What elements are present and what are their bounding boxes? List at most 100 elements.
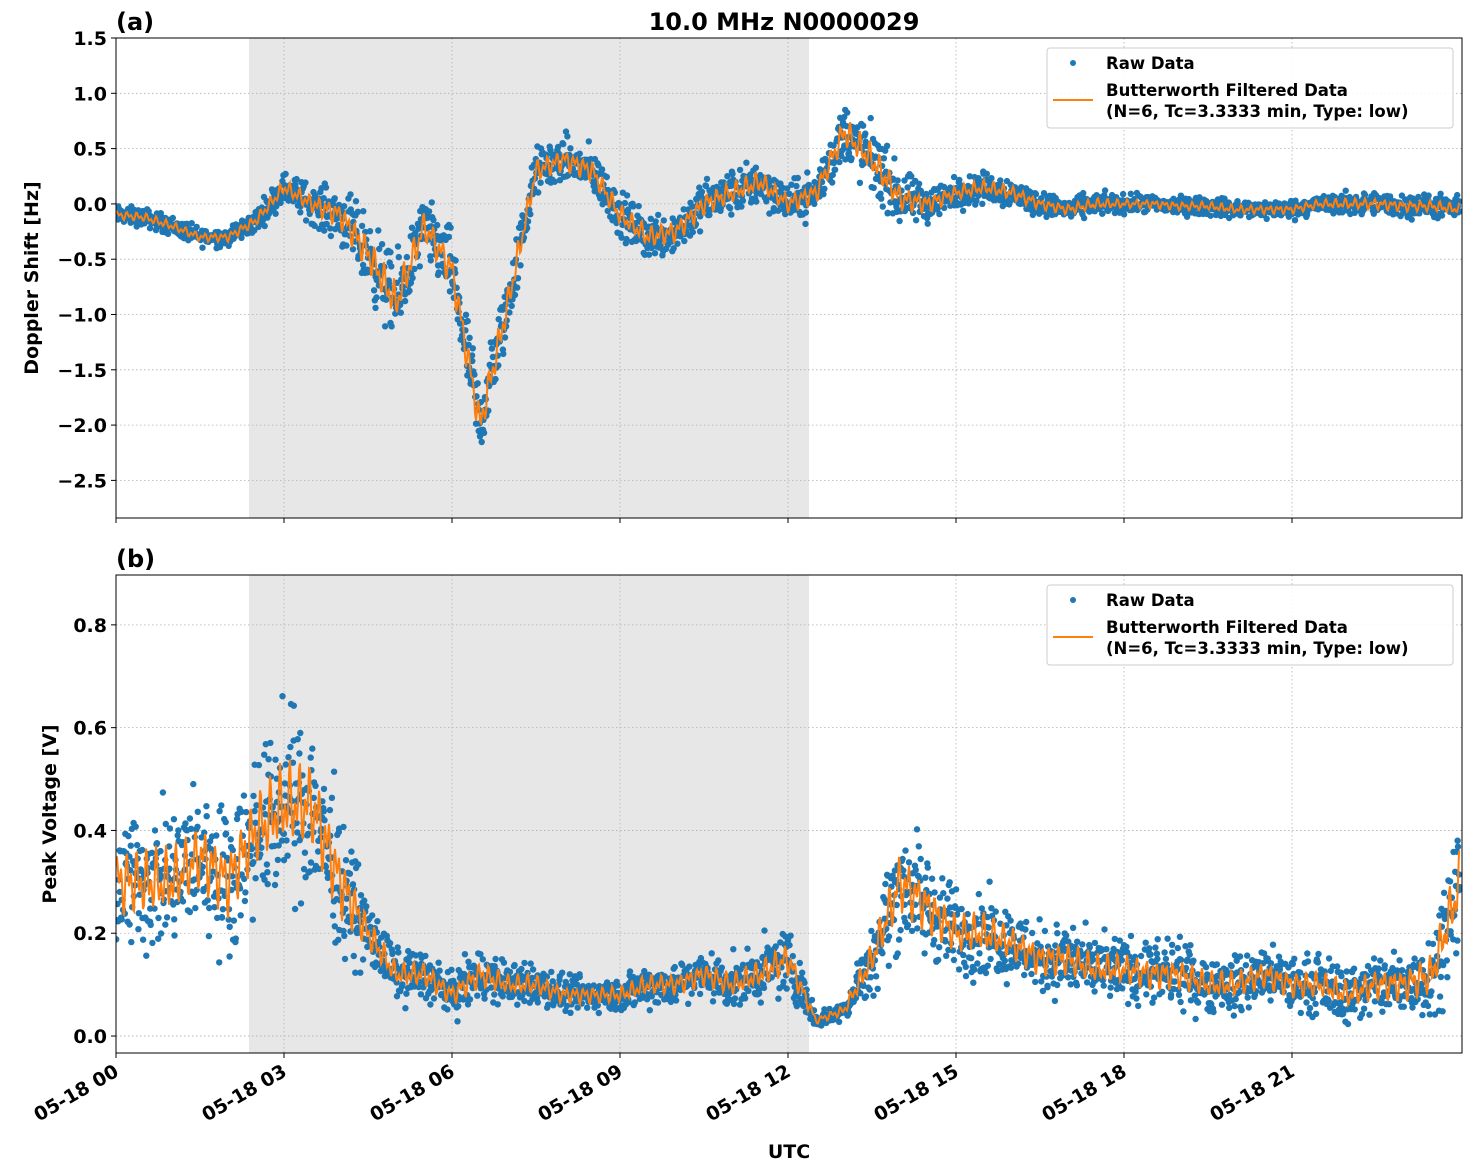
raw-data-point [455, 1003, 462, 1010]
raw-data-point [802, 209, 810, 216]
raw-data-point [859, 122, 867, 129]
raw-data-point [188, 220, 195, 227]
raw-data-point [936, 944, 943, 951]
raw-data-point [689, 228, 696, 236]
raw-data-point [272, 870, 280, 878]
raw-data-point [292, 181, 299, 188]
raw-data-point [757, 999, 764, 1006]
raw-data-point [1143, 991, 1150, 998]
raw-data-point [465, 958, 472, 965]
raw-data-point [739, 197, 747, 204]
raw-data-point [1231, 1002, 1238, 1010]
raw-data-point [736, 1001, 744, 1008]
raw-data-point [401, 297, 409, 305]
raw-data-point [686, 963, 693, 970]
raw-data-point [1119, 190, 1127, 198]
x-axis-label: UTC [768, 1141, 810, 1163]
raw-data-point [1152, 944, 1159, 951]
raw-data-point [660, 217, 667, 224]
raw-data-point [862, 993, 870, 1000]
raw-data-point [943, 952, 950, 959]
raw-data-point [1186, 951, 1193, 958]
raw-data-point [264, 869, 271, 876]
shaded-interval [249, 38, 809, 518]
raw-data-point [1022, 926, 1029, 933]
raw-data-point [155, 914, 162, 922]
raw-data-point [1180, 1008, 1187, 1015]
raw-data-point [128, 938, 135, 946]
raw-data-point [761, 927, 768, 934]
raw-data-point [494, 1001, 501, 1008]
raw-data-point [343, 242, 350, 249]
raw-data-point [363, 903, 370, 910]
raw-data-point [517, 262, 524, 269]
raw-data-point [218, 802, 225, 809]
raw-data-point [435, 959, 442, 966]
raw-data-point [956, 176, 963, 184]
raw-data-point [1312, 1010, 1320, 1017]
raw-data-point [1022, 918, 1030, 926]
raw-data-point [1054, 930, 1061, 937]
raw-data-point [411, 265, 418, 273]
raw-data-point [169, 214, 176, 222]
raw-data-point [301, 849, 309, 856]
raw-data-point [466, 334, 473, 341]
raw-data-point [375, 227, 382, 234]
raw-data-point [415, 225, 422, 232]
raw-data-point [347, 191, 354, 198]
raw-data-point [703, 175, 711, 183]
raw-data-point [285, 754, 292, 761]
raw-data-point [340, 203, 348, 210]
raw-data-point [793, 1002, 800, 1010]
raw-data-point [307, 754, 314, 761]
raw-data-point [912, 866, 919, 874]
raw-data-point [134, 841, 141, 849]
raw-data-point [341, 932, 348, 939]
raw-data-point [952, 886, 960, 893]
raw-data-point [1147, 951, 1154, 958]
raw-data-point [882, 880, 889, 888]
raw-data-point [132, 823, 139, 830]
raw-data-point [175, 827, 182, 834]
raw-data-point [1036, 916, 1043, 923]
raw-data-point [271, 881, 279, 889]
raw-data-point [908, 173, 915, 180]
raw-data-point [166, 825, 174, 832]
raw-data-point [469, 345, 476, 352]
raw-data-point [261, 222, 268, 230]
raw-data-point [1146, 945, 1153, 952]
raw-data-point [407, 279, 415, 286]
raw-data-point [706, 211, 713, 219]
raw-data-point [518, 965, 525, 973]
raw-data-point [944, 895, 951, 902]
raw-data-point [461, 951, 469, 958]
raw-data-point [709, 998, 717, 1005]
raw-data-point [139, 936, 147, 943]
raw-data-point [297, 209, 304, 216]
raw-data-point [296, 750, 303, 757]
y-tick-label: −0.5 [57, 249, 107, 271]
raw-data-point [786, 941, 793, 949]
raw-data-point [1125, 1000, 1132, 1008]
raw-data-point [147, 921, 154, 928]
raw-data-point [366, 228, 374, 235]
raw-data-point [730, 1000, 738, 1008]
raw-data-point [164, 230, 172, 237]
raw-data-point [1190, 957, 1197, 964]
raw-data-point [355, 861, 362, 868]
raw-data-point [264, 880, 271, 888]
raw-data-point [1238, 1007, 1245, 1014]
raw-data-point [1007, 964, 1015, 971]
raw-data-point [501, 334, 509, 341]
raw-data-point [549, 978, 556, 985]
raw-data-point [623, 235, 630, 243]
raw-data-point [891, 155, 898, 162]
raw-data-point [372, 304, 379, 312]
raw-data-point [320, 808, 327, 815]
raw-data-point [1041, 927, 1049, 935]
raw-data-point [388, 263, 395, 270]
raw-data-point [688, 990, 695, 997]
raw-data-point [788, 181, 795, 188]
raw-data-point [879, 950, 886, 957]
raw-data-point [966, 173, 973, 180]
